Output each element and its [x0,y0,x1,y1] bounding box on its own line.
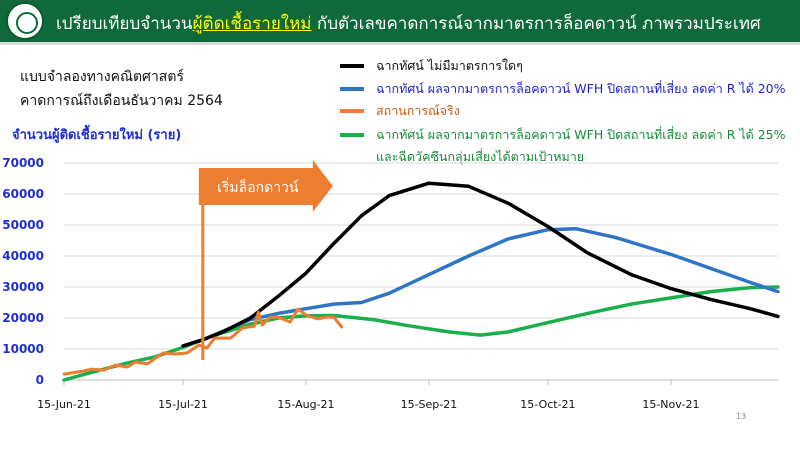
page-title: เปรียบเทียบจำนวนผู้ติดเชื้อรายใหม่ กับตั… [56,10,761,37]
legend-item-r25: ฉากทัศน์ ผลจากมาตรการล็อคดาวน์ WFH ปิดสถ… [340,125,786,145]
title-text-rest: กับตัวเลขคาดการณ์จากมาตรการล็อคดาวน์ ภาพ… [311,14,761,34]
legend-item-no-measures: ฉากทัศน์ ไม่มีมาตรการใดๆ [340,56,523,76]
legend-swatch [340,133,364,137]
lockdown-label: เริ่มล็อกดาวน์ [217,178,299,196]
y-tick-label: 60000 [2,187,44,201]
series-line-2 [62,307,344,376]
y-tick-label: 30000 [2,280,44,294]
forecast-note: คาดการณ์ถึงเดือนธันวาคม 2564 [20,93,223,109]
y-tick-label: 50000 [2,218,44,232]
title-highlight: ผู้ติดเชื้อรายใหม่ [192,14,312,34]
lockdown-arrow [198,160,333,212]
series-line-3 [62,285,780,382]
y-tick-label: 70000 [2,156,44,170]
y-tick-label: 10000 [2,342,44,356]
legend-label: ฉากทัศน์ ผลจากมาตรการล็อคดาวน์ WFH ปิดสถ… [376,127,786,142]
y-tick-label: 40000 [2,249,44,263]
x-tick-label: 15-Jun-21 [37,398,91,411]
x-tick-label: 15-Oct-21 [520,398,575,411]
x-tick-label: 15-Jul-21 [158,398,208,411]
ministry-logo [6,2,44,40]
legend-swatch [340,87,364,91]
y-tick-label: 0 [36,373,44,387]
y-tick-label: 20000 [2,311,44,325]
series-line-0 [181,181,780,348]
legend-swatch [340,109,364,113]
legend-swatch [340,64,364,68]
legend-label: ฉากทัศน์ ไม่มีมาตรการใดๆ [376,58,523,73]
legend-label: สถานการณ์จริง [376,103,460,118]
model-note: แบบจำลองทางคณิตศาสตร์ [20,69,184,85]
x-tick-label: 15-Nov-21 [642,398,699,411]
legend-item-r25-line2: และฉีดวัคซีนกลุ่มเสี่ยงได้ตามเป้าหมาย [376,149,585,164]
legend-item-actual: สถานการณ์จริง [340,101,460,121]
y-axis-title: จำนวนผู้ติดเชื้อรายใหม่ (ราย) [12,128,182,143]
title-text: เปรียบเทียบจำนวน [56,14,193,34]
header-bar: เปรียบเทียบจำนวนผู้ติดเชื้อรายใหม่ กับตั… [0,0,800,45]
x-tick-label: 15-Sep-21 [401,398,458,411]
legend-item-r20: ฉากทัศน์ ผลจากมาตรการล็อคดาวน์ WFH ปิดสถ… [340,79,786,99]
page-number: 13 [736,412,747,421]
x-tick-label: 15-Aug-21 [277,398,334,411]
legend-label: ฉากทัศน์ ผลจากมาตรการล็อคดาวน์ WFH ปิดสถ… [376,81,786,96]
